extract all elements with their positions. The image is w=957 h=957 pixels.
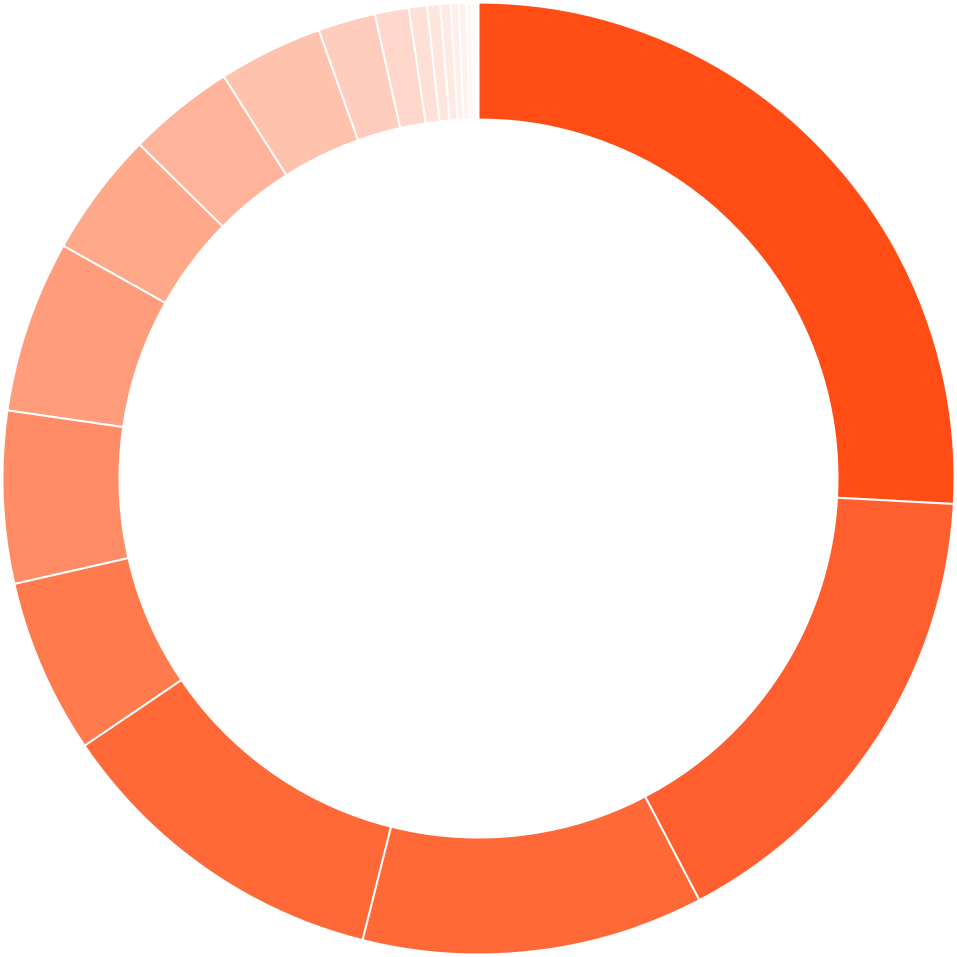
donut-slice-1[interactable] (477, 1, 956, 506)
donut-slice-6[interactable] (1, 409, 130, 586)
donut-slice-4[interactable] (83, 678, 393, 942)
donut-slice-20[interactable] (474, 1, 480, 121)
donut-slice-3[interactable] (361, 795, 701, 956)
donut-slice-2[interactable] (643, 496, 955, 902)
